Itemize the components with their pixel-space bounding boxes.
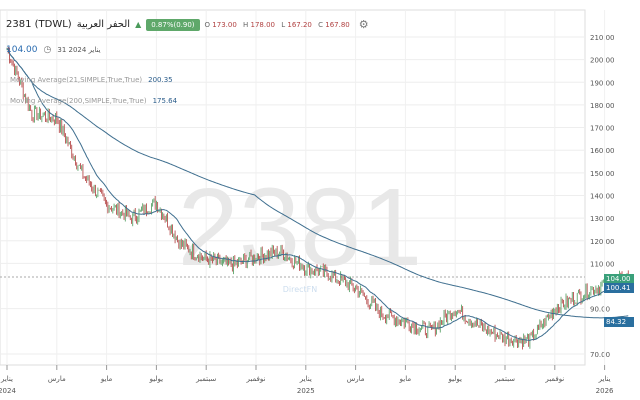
y-tick-label: 130.00 xyxy=(590,215,615,223)
y-tick-label: 120.00 xyxy=(590,238,615,246)
watermark: 2381 xyxy=(178,166,423,289)
y-tick-label: 190.00 xyxy=(590,79,615,87)
x-tick-label: يناير xyxy=(0,375,13,383)
last-price: 104.00 xyxy=(6,45,38,55)
date-readout: يناير 2024 31 xyxy=(57,46,101,54)
x-tick-label: يوليو xyxy=(149,375,163,383)
ma21-price-label: 100.41 xyxy=(604,283,634,293)
y-tick-label: 70.00 xyxy=(590,351,610,359)
x-tick-label: يناير xyxy=(299,375,312,383)
up-arrow-icon: ▲ xyxy=(135,20,142,29)
y-tick-label: 90.00 xyxy=(590,306,610,314)
x-tick-label: نوفمبر xyxy=(544,375,564,383)
ma200-price-label: 84.32 xyxy=(604,317,634,327)
y-tick-label: 200.00 xyxy=(590,57,615,65)
ohlc-readout: O 173.00 H 178.00 L 167.20 C 167.80 xyxy=(204,20,350,29)
settings-gear-icon[interactable]: ⚙ xyxy=(358,18,369,31)
ma21-line xyxy=(6,48,629,341)
x-tick-year: 2025 xyxy=(297,387,315,395)
x-tick-year: 2024 xyxy=(0,387,16,395)
x-tick-label: سبتمبر xyxy=(195,375,216,383)
price-date-row: 104.00 ◷ يناير 2024 31 xyxy=(6,45,101,55)
change-badge: 0.87%(0.90) xyxy=(146,18,200,31)
clock-icon: ◷ xyxy=(43,45,52,55)
company-name: الحفر العربية xyxy=(76,19,131,30)
ma200-line xyxy=(6,48,629,319)
plot-frame xyxy=(0,9,586,366)
y-tick-label: 210.00 xyxy=(590,34,615,42)
chart-header: 2381 (TDWL) الحفر العربية ▲ 0.87%(0.90) … xyxy=(6,18,369,31)
y-tick-label: 160.00 xyxy=(590,147,615,155)
x-tick-label: سبتمبر xyxy=(494,375,515,383)
x-tick-label: يناير xyxy=(598,375,611,383)
x-tick-label: نوفمبر xyxy=(246,375,266,383)
y-tick-label: 140.00 xyxy=(590,192,615,200)
x-tick-label: مارس xyxy=(347,375,365,383)
ma200-legend[interactable]: Moving Average(200,SIMPLE,True,True) 175.… xyxy=(10,97,178,105)
x-tick-label: يوليو xyxy=(447,375,461,383)
brand-watermark: DirectFN xyxy=(283,285,318,294)
y-tick-label: 150.00 xyxy=(590,170,615,178)
x-tick-label: مايو xyxy=(399,375,412,383)
x-tick-label: مايو xyxy=(100,375,113,383)
last-price-label: 104.00 xyxy=(604,274,634,284)
x-tick-label: مارس xyxy=(48,375,66,383)
symbol-title: 2381 (TDWL) xyxy=(6,19,72,30)
y-tick-label: 110.00 xyxy=(590,260,615,268)
y-tick-label: 170.00 xyxy=(590,125,615,133)
y-tick-label: 180.00 xyxy=(590,102,615,110)
ma21-legend[interactable]: Moving Average(21,SIMPLE,True,True) 200.3… xyxy=(10,76,173,84)
x-tick-year: 2026 xyxy=(596,387,614,395)
